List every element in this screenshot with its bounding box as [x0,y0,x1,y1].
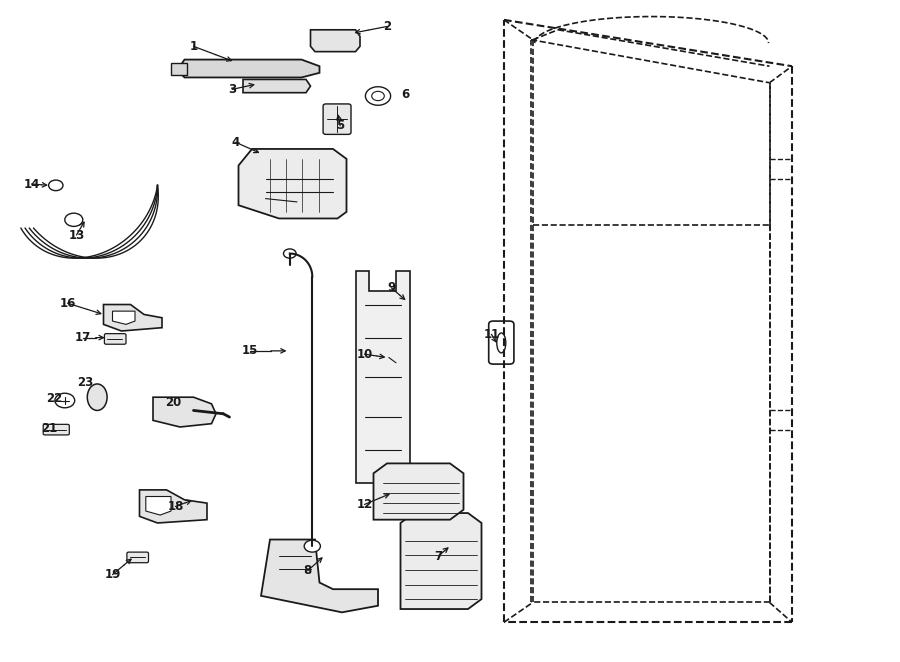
Text: 4: 4 [231,136,240,149]
FancyBboxPatch shape [489,321,514,364]
Text: 8: 8 [303,564,312,577]
FancyBboxPatch shape [104,334,126,344]
Text: 10: 10 [356,348,373,361]
Text: 9: 9 [387,281,396,295]
Text: 12: 12 [356,498,373,511]
Polygon shape [243,79,310,93]
Text: 5: 5 [336,119,345,132]
Bar [171,63,187,75]
FancyBboxPatch shape [127,552,148,563]
Circle shape [365,87,391,105]
Polygon shape [104,305,162,331]
Text: 7: 7 [434,549,443,563]
Ellipse shape [497,333,506,353]
FancyBboxPatch shape [323,104,351,134]
Polygon shape [153,397,216,427]
Circle shape [65,213,83,226]
FancyBboxPatch shape [43,424,69,435]
Text: 11: 11 [483,328,500,341]
Circle shape [49,180,63,191]
Text: 1: 1 [189,40,198,53]
Text: 19: 19 [104,568,121,581]
Polygon shape [238,149,346,218]
Polygon shape [400,513,482,609]
Text: 14: 14 [23,177,40,191]
Text: 22: 22 [46,392,62,405]
Text: 17: 17 [75,331,91,344]
Polygon shape [374,463,464,520]
Circle shape [371,349,403,373]
Text: 18: 18 [167,500,184,513]
Circle shape [304,540,320,552]
Polygon shape [261,540,378,612]
Circle shape [372,91,384,101]
Text: 2: 2 [382,20,392,33]
Circle shape [284,249,296,258]
Ellipse shape [87,384,107,410]
Polygon shape [180,60,320,77]
Polygon shape [310,30,360,52]
Text: 16: 16 [59,297,76,310]
Text: 3: 3 [228,83,237,96]
Text: 23: 23 [77,376,94,389]
Text: 20: 20 [165,396,181,409]
Text: 6: 6 [400,87,410,101]
Polygon shape [356,271,410,483]
Polygon shape [112,311,135,324]
Polygon shape [146,496,171,515]
Circle shape [55,393,75,408]
Text: 21: 21 [41,422,58,436]
Text: 15: 15 [242,344,258,357]
Text: 13: 13 [68,228,85,242]
Polygon shape [140,490,207,523]
